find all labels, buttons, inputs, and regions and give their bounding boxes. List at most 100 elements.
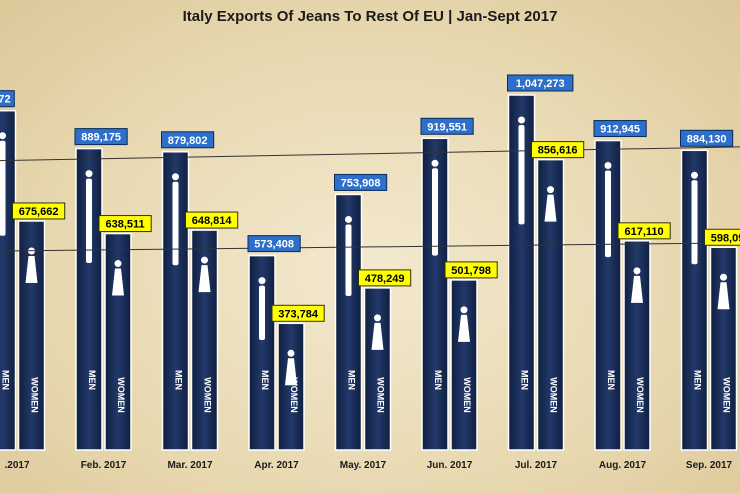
man-figure-icon — [432, 168, 438, 256]
bar-women-4 — [277, 322, 305, 451]
data-label-women: 617,110 — [617, 222, 671, 240]
woman-figure-icon — [720, 273, 727, 281]
woman-figure-icon — [544, 194, 557, 222]
woman-figure-icon — [547, 186, 554, 194]
man-figure-icon — [345, 215, 352, 223]
woman-figure-icon — [285, 358, 297, 386]
bar-women-5 — [363, 287, 392, 451]
data-label-women: 373,784 — [271, 304, 325, 322]
svg-text:573,408: 573,408 — [254, 239, 294, 251]
data-label-men: 912,945 — [593, 120, 647, 138]
bar-women-text: WOMEN — [30, 377, 40, 413]
data-label-men: 889,175 — [74, 128, 128, 146]
bar-women-9 — [709, 246, 738, 451]
bar-women-text: WOMEN — [203, 377, 213, 413]
svg-text:753,908: 753,908 — [341, 177, 381, 189]
svg-text:675,662: 675,662 — [19, 206, 59, 218]
category-label: Jun. 2017 — [427, 460, 473, 471]
woman-figure-icon — [25, 255, 38, 283]
svg-text:1,047,273: 1,047,273 — [516, 78, 565, 90]
data-label-men: 573,408 — [247, 235, 301, 253]
bar-men-text: MEN — [260, 370, 270, 390]
data-label-men: 972 — [0, 90, 15, 108]
category-label: May. 2017 — [340, 460, 387, 471]
svg-text:884,130: 884,130 — [687, 133, 727, 145]
data-label-men: 884,130 — [680, 129, 734, 147]
svg-text:889,175: 889,175 — [81, 132, 121, 144]
svg-text:912,945: 912,945 — [600, 124, 640, 136]
woman-figure-icon — [460, 306, 468, 314]
data-label-men: 919,551 — [420, 117, 474, 135]
woman-figure-icon — [374, 314, 381, 322]
bar-women-8 — [623, 240, 651, 451]
category-label: Jul. 2017 — [515, 460, 558, 471]
woman-figure-icon — [114, 260, 122, 268]
data-label-women: 638,511 — [98, 215, 152, 233]
svg-text:648,814: 648,814 — [192, 215, 233, 227]
man-figure-icon — [604, 162, 612, 170]
woman-figure-icon — [287, 349, 295, 357]
woman-figure-icon — [371, 322, 384, 350]
category-label: Sep. 2017 — [686, 460, 733, 471]
man-figure-icon — [431, 159, 439, 167]
bar-women-6 — [450, 279, 478, 451]
man-figure-icon — [86, 178, 92, 263]
bar-women-text: WOMEN — [116, 377, 126, 413]
bar-women-text: WOMEN — [462, 377, 472, 413]
svg-text:638,511: 638,511 — [106, 219, 145, 231]
data-label-women: 501,798 — [444, 261, 498, 279]
bar-men-text: MEN — [347, 370, 357, 390]
trendline-men — [0, 146, 740, 162]
category-label: Feb. 2017 — [81, 460, 127, 471]
svg-text:879,802: 879,802 — [168, 135, 208, 147]
bar-women-1 — [17, 220, 46, 451]
bar-men-4 — [248, 254, 276, 451]
category-label: .2017 — [4, 460, 29, 471]
trendline-women — [0, 242, 740, 252]
data-label-women: 648,814 — [185, 211, 239, 229]
bar-women-text: WOMEN — [549, 377, 559, 413]
bar-women-text: WOMEN — [635, 377, 645, 413]
man-figure-icon — [691, 180, 698, 265]
man-figure-icon — [345, 224, 352, 296]
svg-text:598,092: 598,092 — [711, 232, 740, 244]
bar-women-text: WOMEN — [722, 377, 732, 413]
bar-men-text: MEN — [1, 370, 11, 390]
man-figure-icon — [258, 277, 266, 285]
svg-text:856,616: 856,616 — [538, 145, 578, 157]
svg-text:972: 972 — [0, 94, 11, 106]
data-label-women: 856,616 — [531, 141, 585, 159]
category-label: Mar. 2017 — [167, 460, 212, 471]
bar-men-text: MEN — [606, 370, 616, 390]
bar-women-7 — [536, 158, 565, 451]
man-figure-icon — [0, 140, 6, 236]
man-figure-icon — [518, 125, 525, 225]
man-figure-icon — [605, 170, 611, 258]
svg-text:617,110: 617,110 — [625, 226, 664, 238]
bar-men-3 — [161, 151, 190, 451]
man-figure-icon — [691, 171, 698, 179]
bar-women-text: WOMEN — [376, 377, 386, 413]
data-label-women: 675,662 — [12, 202, 66, 220]
woman-figure-icon — [717, 282, 730, 310]
data-label-men: 753,908 — [334, 173, 388, 191]
category-label: Apr. 2017 — [254, 460, 299, 471]
man-figure-icon — [259, 285, 265, 341]
woman-figure-icon — [198, 265, 211, 293]
woman-figure-icon — [112, 268, 124, 296]
chart-title: Italy Exports Of Jeans To Rest Of EU | J… — [182, 8, 558, 25]
data-label-men: 1,047,273 — [507, 74, 574, 92]
man-figure-icon — [518, 116, 525, 124]
man-figure-icon — [85, 170, 93, 178]
man-figure-icon — [0, 132, 6, 140]
svg-text:919,551: 919,551 — [427, 121, 467, 133]
bar-men-text: MEN — [520, 370, 530, 390]
woman-figure-icon — [458, 314, 470, 342]
data-label-men: 879,802 — [161, 131, 215, 149]
svg-text:501,798: 501,798 — [451, 265, 491, 277]
data-label-women: 478,249 — [358, 269, 412, 287]
woman-figure-icon — [201, 256, 208, 264]
bar-men-text: MEN — [174, 370, 184, 390]
